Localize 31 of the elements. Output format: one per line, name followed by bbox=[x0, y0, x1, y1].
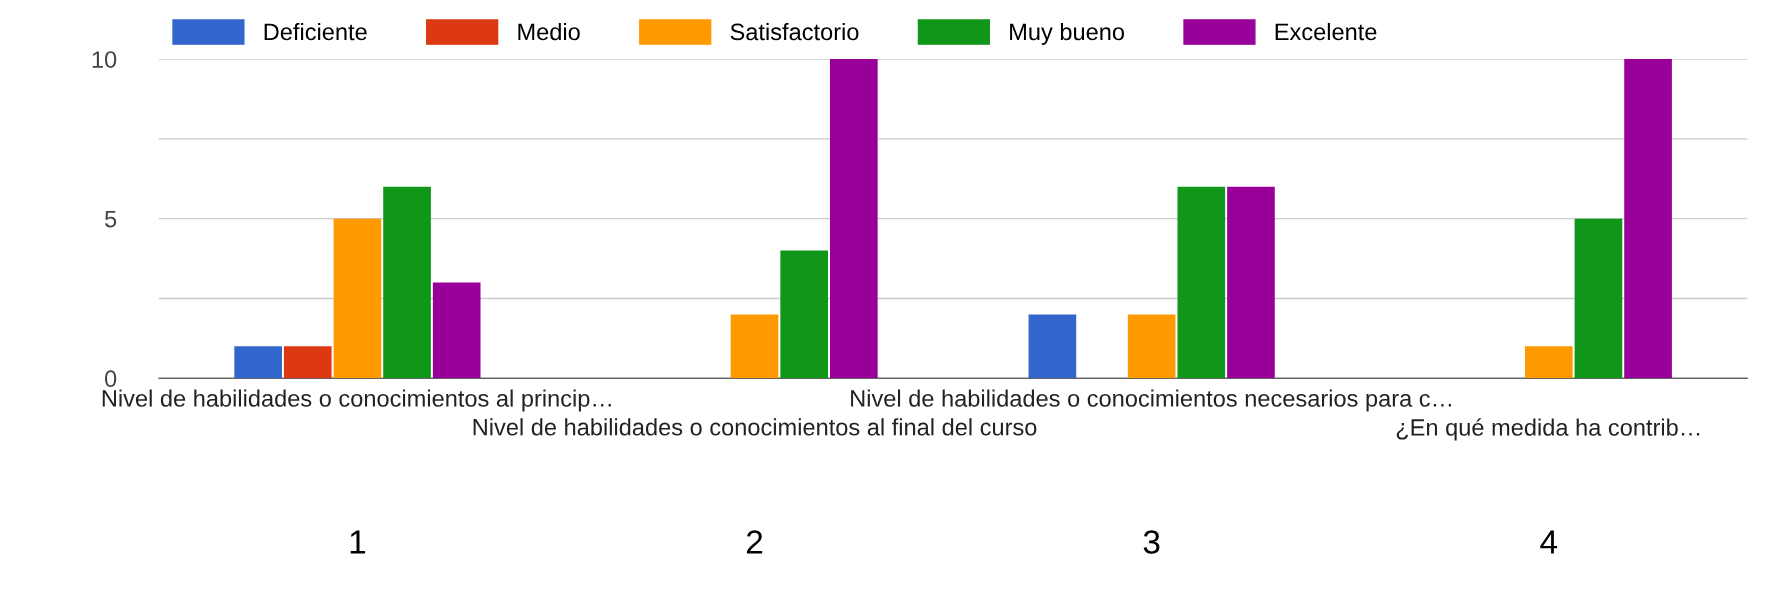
legend-label: Deficiente bbox=[264, 22, 367, 41]
text: 2 bbox=[746, 530, 763, 554]
bar bbox=[432, 282, 481, 379]
x-tick-label: Nivel de habilidades o conocimientos al final del curso bbox=[473, 418, 1037, 436]
legend-label: Muy bueno bbox=[1010, 22, 1125, 45]
bar bbox=[383, 186, 431, 379]
bar bbox=[1624, 59, 1672, 379]
legend-label: Excelente bbox=[1275, 22, 1377, 41]
bar bbox=[1227, 186, 1275, 379]
legend-label: Medio bbox=[518, 22, 580, 41]
text: 1 bbox=[350, 530, 366, 554]
y-tick-label: 5 bbox=[105, 210, 117, 228]
bar bbox=[1127, 314, 1176, 379]
bar bbox=[1524, 346, 1573, 379]
x-tick-label: Nivel de habilidades o conocimientos necesarios para c… bbox=[851, 389, 1451, 412]
legend-label: Satisfactorio bbox=[730, 22, 859, 41]
text: 3 bbox=[1143, 530, 1160, 554]
bar bbox=[1574, 218, 1623, 379]
bar bbox=[730, 314, 779, 379]
x-tick-label: ¿En qué medida ha contrib… bbox=[1396, 418, 1700, 441]
bar bbox=[333, 218, 382, 379]
bar bbox=[829, 59, 878, 379]
x-tick-label: Nivel de habilidades o conocimientos al princip… bbox=[102, 389, 611, 412]
bar bbox=[1028, 314, 1077, 379]
bar bbox=[283, 346, 332, 379]
bar bbox=[1177, 186, 1226, 379]
y-tick-label: 0 bbox=[104, 370, 117, 388]
text: 4 bbox=[1540, 530, 1558, 554]
y-tick-label: 10 bbox=[92, 51, 117, 68]
bar bbox=[780, 250, 829, 379]
bar bbox=[234, 346, 282, 379]
